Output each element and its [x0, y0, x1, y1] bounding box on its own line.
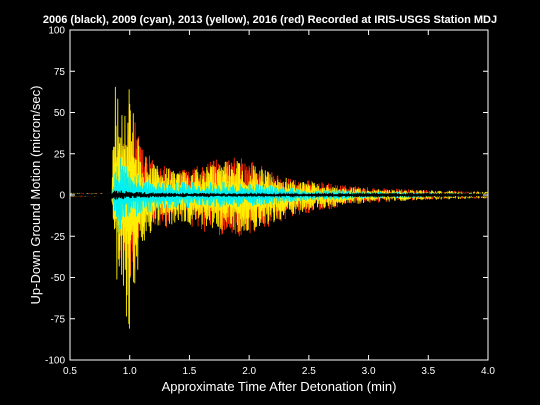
y-tick-label: 0	[59, 191, 65, 202]
y-tick-label: -75	[51, 314, 66, 325]
y-axis-ticks: 100 75 50 25 0 -25 -50 -75 -100	[45, 26, 488, 367]
x-tick: 1.0	[123, 30, 137, 377]
x-axis-label: Approximate Time After Detonation (min)	[162, 379, 397, 394]
x-tick: 0.5	[63, 30, 77, 377]
y-tick: -100	[45, 356, 488, 367]
y-tick: 100	[48, 26, 488, 37]
x-tick-label: 4.0	[481, 366, 495, 377]
y-tick: -25	[51, 232, 488, 243]
x-tick: 4.0	[481, 30, 495, 377]
x-tick-label: 2.5	[302, 366, 316, 377]
y-tick-label: 25	[54, 149, 66, 160]
x-tick-label: 3.5	[421, 366, 435, 377]
x-tick: 2.0	[242, 30, 257, 377]
x-tick-label: 1.5	[182, 366, 196, 377]
series-2006-line	[69, 190, 489, 200]
x-tick: 1.5	[182, 30, 197, 377]
y-tick-label: -100	[45, 356, 65, 367]
y-axis-label: Up-Down Ground Motion (micron/sec)	[28, 86, 43, 305]
x-tick: 2.5	[302, 30, 316, 377]
x-tick: 3.5	[421, 30, 436, 377]
y-tick: -50	[51, 273, 488, 284]
x-tick: 3.0	[362, 30, 376, 377]
x-tick-label: 3.0	[362, 366, 376, 377]
y-tick-label: 100	[48, 26, 65, 37]
x-axis-ticks: 0.5 1.0 1.5 2.0 2.5 3.0 3.5 4.0	[63, 30, 495, 377]
y-tick: -75	[51, 314, 488, 325]
y-tick: 25	[54, 149, 488, 160]
x-tick-label: 0.5	[63, 366, 77, 377]
y-tick: 75	[54, 67, 488, 78]
y-tick-label: -50	[51, 273, 66, 284]
chart-title: 2006 (black), 2009 (cyan), 2013 (yellow)…	[43, 14, 497, 26]
y-tick: 0	[59, 191, 488, 202]
x-tick-label: 2.0	[242, 366, 256, 377]
y-tick-label: -25	[51, 232, 66, 243]
y-tick-label: 75	[54, 67, 66, 78]
y-tick: 50	[54, 108, 488, 119]
plot-area	[69, 86, 489, 329]
y-tick-label: 50	[54, 108, 66, 119]
x-tick-label: 1.0	[123, 366, 137, 377]
